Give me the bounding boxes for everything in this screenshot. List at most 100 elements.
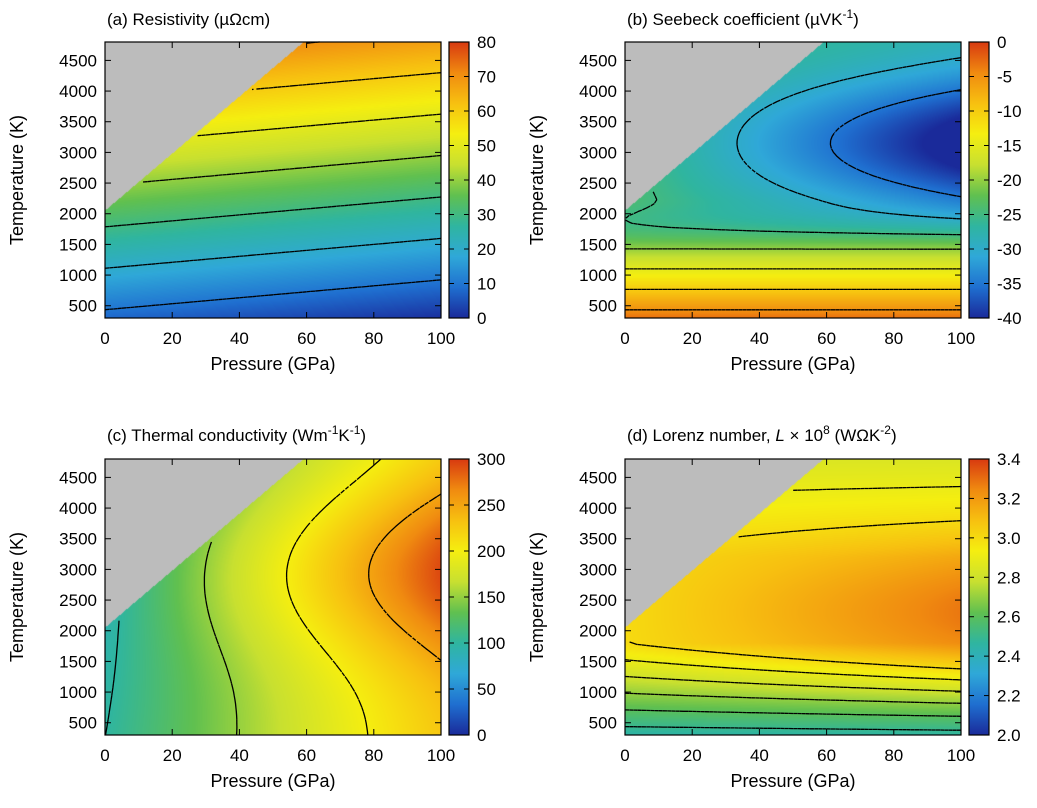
y-tick-label: 1000 [59, 266, 97, 285]
y-tick-label: 4500 [579, 51, 617, 70]
y-tick-label: 1500 [59, 652, 97, 671]
contour-line-dashed [624, 725, 961, 731]
x-tick-label: 100 [947, 746, 975, 765]
y-axis-label: Temperature (K) [7, 115, 27, 245]
x-tick-label: 60 [297, 746, 316, 765]
x-tick-label: 0 [620, 746, 629, 765]
y-tick-label: 3000 [579, 560, 617, 579]
y-tick-label: 4000 [579, 499, 617, 518]
colorbar [969, 459, 989, 735]
colorbar-tick-label: 3.0 [997, 529, 1021, 548]
x-tick-label: 40 [230, 746, 249, 765]
colorbar-tick-label: 2.6 [997, 608, 1021, 627]
colorbar-tick-label: 50 [477, 680, 496, 699]
y-tick-label: 500 [589, 297, 617, 316]
x-tick-label: 20 [163, 329, 182, 348]
y-tick-label: 500 [69, 714, 97, 733]
x-tick-label: 80 [884, 746, 903, 765]
panel-seebeck: (b) Seebeck coefficient (µVK-1) 0 20 40 60 8… [527, 7, 1022, 374]
colorbar-tick-label: 150 [477, 588, 505, 607]
y-tick-label: 2500 [579, 174, 617, 193]
y-axis-label: Temperature (K) [7, 532, 27, 662]
plot-frame [104, 458, 442, 736]
x-tick-label: 40 [750, 329, 769, 348]
y-tick-label: 1000 [59, 683, 97, 702]
contour-line-dashed [251, 72, 442, 91]
contour-line-dashed [104, 237, 442, 269]
colorbar-tick-label: -5 [997, 68, 1012, 87]
contour-line-dashed [104, 196, 442, 228]
y-axis-label: Temperature (K) [527, 532, 547, 662]
colorbar-tick-label: 20 [477, 240, 496, 259]
panel-title: (b) Seebeck coefficient (µVK-1) [627, 7, 859, 29]
colorbar-frame [968, 458, 990, 736]
contour-line-dashed [829, 89, 962, 198]
colorbar-tick-label: -10 [997, 102, 1022, 121]
y-tick-label: 3500 [59, 113, 97, 132]
x-tick-label: 100 [427, 329, 455, 348]
colorbar-tick-label: 0 [477, 309, 486, 328]
x-axis-label: Pressure (GPa) [730, 771, 855, 791]
x-tick-label: 0 [100, 746, 109, 765]
contour-line-dashed [285, 458, 382, 736]
y-tick-label: 2000 [579, 622, 617, 641]
colorbar-tick-label: 50 [477, 137, 496, 156]
x-tick-label: 100 [947, 329, 975, 348]
heatmap-surface [625, 459, 961, 735]
panel-thermal-conductivity: (c) Thermal conductivity (Wm-1K-1) 0 20 40… [7, 423, 505, 791]
heatmap-surface [625, 42, 961, 318]
panel-title: (c) Thermal conductivity (Wm-1K-1) [107, 423, 366, 445]
plot-frame [624, 458, 962, 736]
contour-line-dashed [624, 485, 962, 681]
y-axis-label: Temperature (K) [527, 115, 547, 245]
contour-line-dashed [197, 113, 442, 137]
y-tick-label: 1500 [579, 652, 617, 671]
y-tick-label: 500 [69, 297, 97, 316]
y-tick-label: 3500 [579, 530, 617, 549]
y-tick-label: 2500 [579, 591, 617, 610]
x-tick-label: 80 [364, 329, 383, 348]
contour-line-dashed [142, 154, 442, 183]
heatmap-surface [105, 459, 441, 735]
colorbar-tick-label: 100 [477, 634, 505, 653]
x-tick-label: 60 [817, 329, 836, 348]
x-tick-label: 0 [620, 329, 629, 348]
x-tick-label: 60 [297, 329, 316, 348]
colorbar-tick-label: 60 [477, 102, 496, 121]
colorbar-tick-label: -15 [997, 137, 1022, 156]
x-tick-label: 20 [683, 746, 702, 765]
y-tick-label: 500 [589, 714, 617, 733]
panel-resistivity: (a) Resistivity (µΩcm) 0 20 40 60 80 10050010… [7, 10, 496, 374]
contour-line-dashed [624, 709, 962, 717]
colorbar-tick-label: 0 [477, 726, 486, 745]
colorbar-tick-label: 2.4 [997, 647, 1021, 666]
y-tick-label: 3500 [579, 113, 617, 132]
x-tick-label: 0 [100, 329, 109, 348]
colorbar-tick-label: 250 [477, 496, 505, 515]
y-tick-label: 4000 [579, 82, 617, 101]
colorbar-tick-label: 0 [997, 33, 1006, 52]
y-tick-label: 4500 [59, 51, 97, 70]
colorbar [449, 459, 469, 735]
x-tick-label: 40 [750, 746, 769, 765]
y-tick-label: 1500 [59, 235, 97, 254]
contour-line-dashed [736, 56, 962, 220]
x-tick-label: 20 [683, 329, 702, 348]
plot-frame [624, 41, 962, 319]
colorbar-tick-label: 3.2 [997, 489, 1021, 508]
colorbar-tick-label: 80 [477, 33, 496, 52]
x-tick-label: 80 [884, 329, 903, 348]
x-axis-label: Pressure (GPa) [210, 771, 335, 791]
x-tick-label: 20 [163, 746, 182, 765]
colorbar-tick-label: 2.2 [997, 687, 1021, 706]
colorbar-tick-label: -25 [997, 206, 1022, 225]
contour-line-dashed [628, 520, 962, 670]
y-tick-label: 3000 [579, 143, 617, 162]
contour-line-dashed [104, 279, 442, 311]
colorbar-tick-label: 10 [477, 275, 496, 294]
colorbar-tick-label: 2.0 [997, 726, 1021, 745]
panel-lorenz-number: (d) Lorenz number, L × 108 (WΩK-2) 0 20 40… [527, 423, 1021, 791]
contour-line-dashed [203, 541, 238, 736]
y-tick-label: 2000 [59, 205, 97, 224]
heatmap-surface [105, 42, 441, 318]
